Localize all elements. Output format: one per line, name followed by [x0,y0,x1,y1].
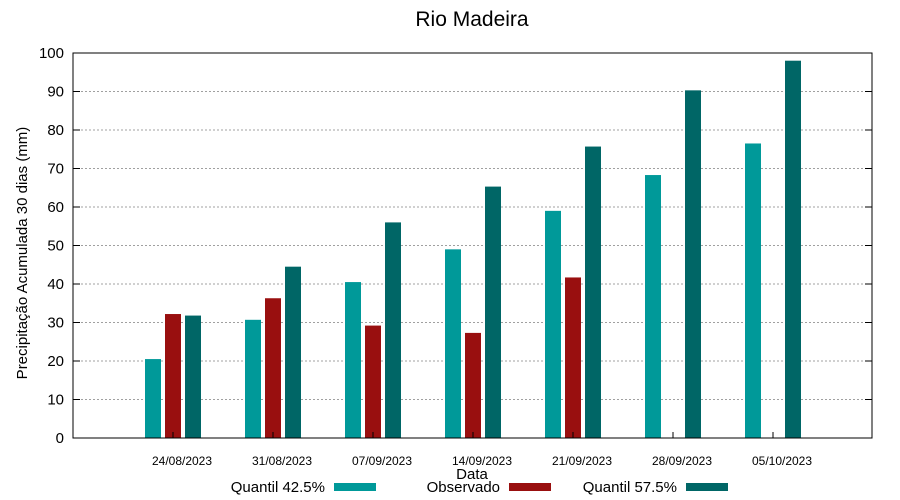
bar-quantil-42-5--3 [445,249,461,438]
y-tick-label: 80 [47,122,64,139]
bar-quantil-42-5--4 [545,210,561,438]
y-axis-label: Precipitação Acumulada 30 dias (mm) [14,127,31,380]
legend-label: Quantil 57.5% [583,479,677,496]
legend-swatch [334,483,376,491]
y-ticks: 0 10 20 30 40 50 60 70 80 90 100 [39,45,872,447]
legend-swatch [686,483,728,491]
bar-observado-1 [265,298,281,438]
bar-quantil-57-5--3 [485,186,501,438]
bar-observado-4 [565,277,581,438]
y-tick-label: 30 [47,315,64,332]
y-tick-label: 70 [47,161,64,178]
y-tick-label: 90 [47,84,64,101]
y-tick-label: 20 [47,353,64,370]
x-ticks: 24/08/2023 31/08/2023 07/09/2023 14/09/2023… [152,432,812,468]
x-tick-label: 31/08/2023 [252,454,312,468]
x-tick-label: 14/09/2023 [452,454,512,468]
bar-quantil-42-5--0 [145,359,161,438]
legend: Quantil 42.5% Observado Quantil 57.5% [231,479,728,496]
bar-quantil-42-5--1 [245,319,261,438]
grid-lines [73,91,872,400]
bar-observado-0 [165,314,181,438]
y-tick-label: 100 [39,45,64,62]
bar-observado-3 [465,332,481,438]
bar-quantil-57-5--1 [285,266,301,438]
x-tick-label: 21/09/2023 [552,454,612,468]
y-tick-label: 10 [47,392,64,409]
bar-quantil-57-5--6 [785,60,801,438]
y-tick-label: 50 [47,238,64,255]
bar-observado-2 [365,325,381,438]
y-tick-label: 60 [47,199,64,216]
legend-label: Observado [427,479,500,496]
bars [145,60,801,439]
legend-swatch [509,483,551,491]
bar-quantil-57-5--2 [385,222,401,438]
bar-quantil-42-5--6 [745,143,761,438]
bar-quantil-57-5--5 [685,90,701,438]
chart-title: Rio Madeira [415,8,529,31]
y-tick-label: 40 [47,276,64,293]
y-tick-label: 0 [56,430,64,447]
x-tick-label: 28/09/2023 [652,454,712,468]
x-tick-label: 05/10/2023 [752,454,812,468]
legend-label: Quantil 42.5% [231,479,325,496]
x-tick-label: 07/09/2023 [352,454,412,468]
x-tick-label: 24/08/2023 [152,454,212,468]
x-axis-label: Data [456,466,488,483]
bar-quantil-42-5--5 [645,175,661,439]
bar-quantil-42-5--2 [345,282,361,438]
bar-quantil-57-5--4 [585,146,601,438]
bar-quantil-57-5--0 [185,315,201,438]
